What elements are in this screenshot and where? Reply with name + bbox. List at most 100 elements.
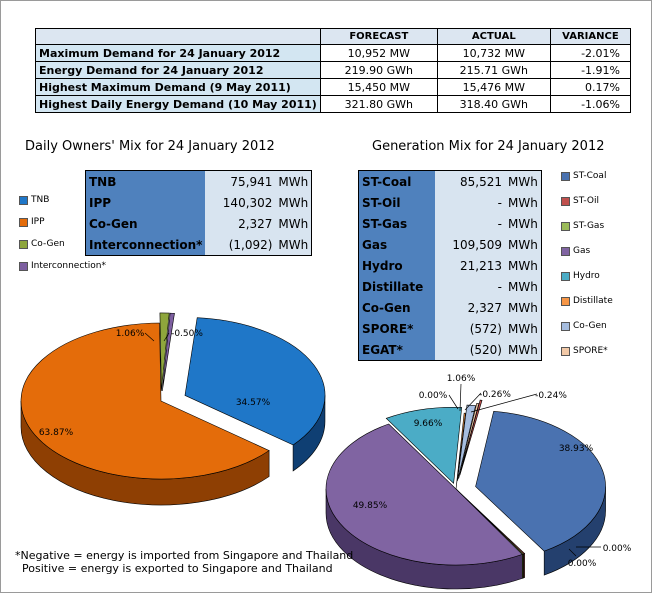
table-row: EGAT* (520) MWh [358,339,542,361]
data-label: -0.24% [535,391,567,401]
gen-value: (520) [469,342,502,357]
generation-mix-table: ST-Coal 85,521 MWh ST-Oil - MWh ST-Gas - MWh G… [358,170,542,361]
legend-item: ST-Oil [561,196,599,206]
row-label: Highest Daily Energy Demand (10 May 2011… [35,95,321,113]
gen-name: ST-Oil [358,192,435,213]
table-row: SPORE* (572) MWh [358,318,542,339]
data-label: 1.06% [447,374,476,384]
legend-swatch [561,246,570,256]
variance-value: -1.06% [549,95,632,113]
legend-swatch [19,261,28,271]
leader-line [464,392,482,411]
gen-value: - [497,216,502,231]
pie-slice-co-gen [457,404,476,481]
legend-item: Co-Gen [19,239,65,249]
generation-mix-title: Generation Mix for 24 January 2012 [372,139,605,154]
table-row: Maximum Demand for 24 January 2012 10,95… [35,44,632,62]
header-actual: ACTUAL [436,28,551,45]
legend-swatch [561,296,570,306]
legend-item: Interconnection* [19,261,106,271]
pie-slice-spore [458,403,480,479]
legend-swatch [561,346,570,356]
owners-mix-title: Daily Owners' Mix for 24 January 2012 [25,139,275,154]
forecast-value: 15,450 MW [319,78,438,96]
legend-item: Hydro [561,271,600,281]
table-row: Distillate - MWh [358,276,542,297]
table-row: Highest Maximum Demand (9 May 2011) 15,4… [35,78,632,96]
owner-name: IPP [85,192,206,213]
data-label: 38.93% [559,444,594,454]
pie-slice-st-coal [475,411,606,552]
table-row: Interconnection* (1,092) MWh [85,234,312,256]
gen-name: ST-Coal [358,170,435,192]
leader-line [448,394,459,410]
legend-swatch [561,271,570,281]
data-label: -0.50% [171,329,203,339]
gen-name: Hydro [358,255,435,276]
table-row: ST-Gas - MWh [358,213,542,234]
data-label: 0.00% [419,391,448,401]
legend-swatch [19,239,28,249]
gen-value: - [497,279,502,294]
gen-unit: MWh [508,258,538,273]
data-label: 0.00% [568,559,597,569]
legend-label: ST-Oil [573,196,599,206]
gen-name: SPORE* [358,318,435,339]
owners-mix-table: TNB 75,941 MWh IPP 140,302 MWh Co-Gen 2,… [85,170,313,256]
actual-value: 215.71 GWh [436,61,551,79]
legend-swatch [19,195,28,205]
legend-swatch [19,217,28,227]
legend-swatch [561,171,570,181]
pie-slice-distillate [455,412,466,490]
table-row: IPP 140,302 MWh [85,192,312,213]
owner-unit: MWh [278,237,309,252]
table-row: Gas 109,509 MWh [358,234,542,255]
gen-name: EGAT* [358,339,435,361]
legend-item: Gas [561,246,590,256]
data-label: 49.85% [353,501,388,511]
data-label: 34.57% [236,398,271,408]
owner-name: Interconnection* [85,234,206,256]
legend-swatch [561,221,570,231]
legend-label: Co-Gen [573,321,607,331]
gen-name: Distillate [358,276,435,297]
actual-value: 318.40 GWh [436,95,551,113]
legend-label: Distillate [573,296,613,306]
row-label: Maximum Demand for 24 January 2012 [35,44,321,62]
pie-slice-gas [325,423,523,566]
gen-unit: MWh [508,195,538,210]
gen-name: Gas [358,234,435,255]
legend-item: ST-Gas [561,221,604,231]
legend-label: ST-Coal [573,171,607,181]
legend-item: ST-Coal [561,171,606,181]
pie-slice-co-gen [159,312,170,392]
data-label: 0.00% [603,544,632,554]
leader-line [459,383,462,412]
table-row: Highest Daily Energy Demand (10 May 2011… [35,95,632,113]
gen-unit: MWh [508,279,538,294]
leader-line [470,393,538,413]
actual-value: 10,732 MW [436,44,551,62]
owner-value: 75,941 [230,174,273,189]
variance-value: -1.91% [549,61,632,79]
gen-unit: MWh [508,300,538,315]
leader-line [144,332,155,342]
owner-unit: MWh [278,195,309,210]
pie-slice-tnb [184,317,326,446]
gen-value: 2,327 [467,300,502,315]
header-variance: VARIANCE [549,28,632,45]
owner-value: 2,327 [238,216,273,231]
header-forecast: FORECAST [319,28,438,45]
legend-swatch [561,196,570,206]
data-label: -0.26% [479,390,511,400]
legend-label: TNB [31,195,50,205]
gen-value: 21,213 [460,258,502,273]
legend-swatch [561,321,570,331]
owner-unit: MWh [278,174,309,189]
owner-value: (1,092) [228,237,273,252]
table-row: Energy Demand for 24 January 2012 219.90… [35,61,632,79]
legend-label: Co-Gen [31,239,65,249]
leader-line [163,332,170,342]
leader-line [568,548,577,557]
row-label: Energy Demand for 24 January 2012 [35,61,321,79]
